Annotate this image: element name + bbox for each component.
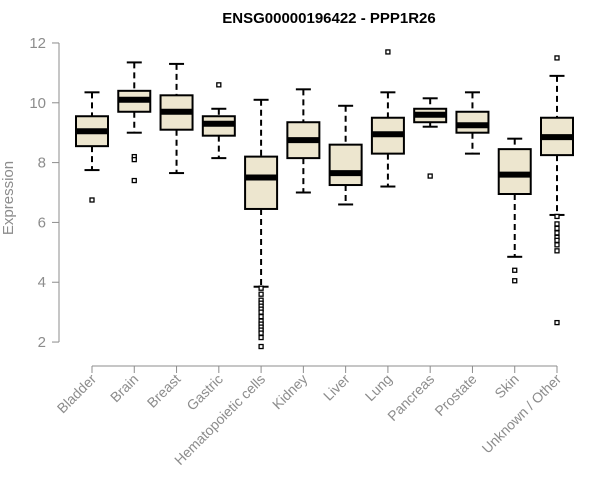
y-tick-label: 12	[29, 35, 46, 52]
outlier-point	[554, 230, 560, 236]
box-group	[201, 82, 236, 160]
x-tick-label: Lung	[362, 371, 395, 404]
x-tick-label: Pancreas	[384, 371, 437, 424]
outlier-point	[554, 55, 560, 61]
box-group	[117, 61, 152, 184]
box-group	[244, 98, 279, 350]
y-axis: 2 4 6 8 10 12	[29, 35, 60, 351]
x-tick-label: Bladder	[54, 371, 100, 417]
outlier-point	[131, 177, 137, 184]
box-group	[328, 104, 363, 206]
iqr-box	[328, 143, 363, 187]
y-tick-label: 8	[38, 155, 46, 172]
box-group	[370, 49, 405, 188]
x-tick-label: Prostate	[431, 371, 479, 419]
y-tick-label: 2	[38, 334, 46, 351]
outlier-point	[427, 173, 433, 179]
x-tick-label: Brain	[107, 371, 141, 405]
box-group	[286, 88, 321, 194]
box-group	[159, 62, 194, 175]
outlier-point	[554, 319, 560, 326]
y-axis-label: Expression	[0, 161, 17, 235]
chart-title: ENSG00000196422 - PPP1R26	[222, 10, 435, 27]
iqr-box	[244, 155, 279, 210]
outlier-point	[216, 82, 222, 88]
x-tick-label: Breast	[144, 371, 184, 411]
y-tick-label: 4	[38, 274, 46, 291]
x-tick-label: Liver	[320, 371, 353, 404]
box-group	[497, 137, 532, 284]
outlier-point	[258, 334, 264, 341]
outlier-point	[554, 248, 560, 254]
outlier-point	[258, 313, 264, 320]
y-tick-label: 10	[29, 95, 46, 112]
outlier-point	[385, 49, 391, 55]
outlier-point	[554, 221, 560, 227]
boxes-layer	[75, 49, 574, 350]
outlier-point	[554, 225, 560, 232]
outlier-point	[554, 242, 560, 248]
box-group	[413, 97, 448, 179]
outlier-point	[258, 330, 264, 336]
outlier-point	[131, 156, 137, 163]
box-group	[455, 91, 490, 155]
box-group	[75, 91, 109, 203]
outlier-point	[512, 267, 518, 273]
outlier-point	[258, 343, 264, 350]
x-tick-label: Kidney	[269, 371, 311, 413]
x-tick-label: Skin	[491, 371, 522, 402]
outlier-point	[554, 237, 560, 244]
outlier-point	[258, 285, 264, 291]
outlier-point	[258, 291, 264, 297]
outlier-point	[512, 278, 518, 284]
box-group	[540, 55, 574, 326]
y-tick-label: 6	[38, 214, 46, 231]
outlier-point	[258, 309, 264, 315]
outlier-point	[554, 213, 560, 220]
outlier-point	[89, 197, 95, 203]
x-tick-label: Unknown / Other	[479, 371, 565, 457]
